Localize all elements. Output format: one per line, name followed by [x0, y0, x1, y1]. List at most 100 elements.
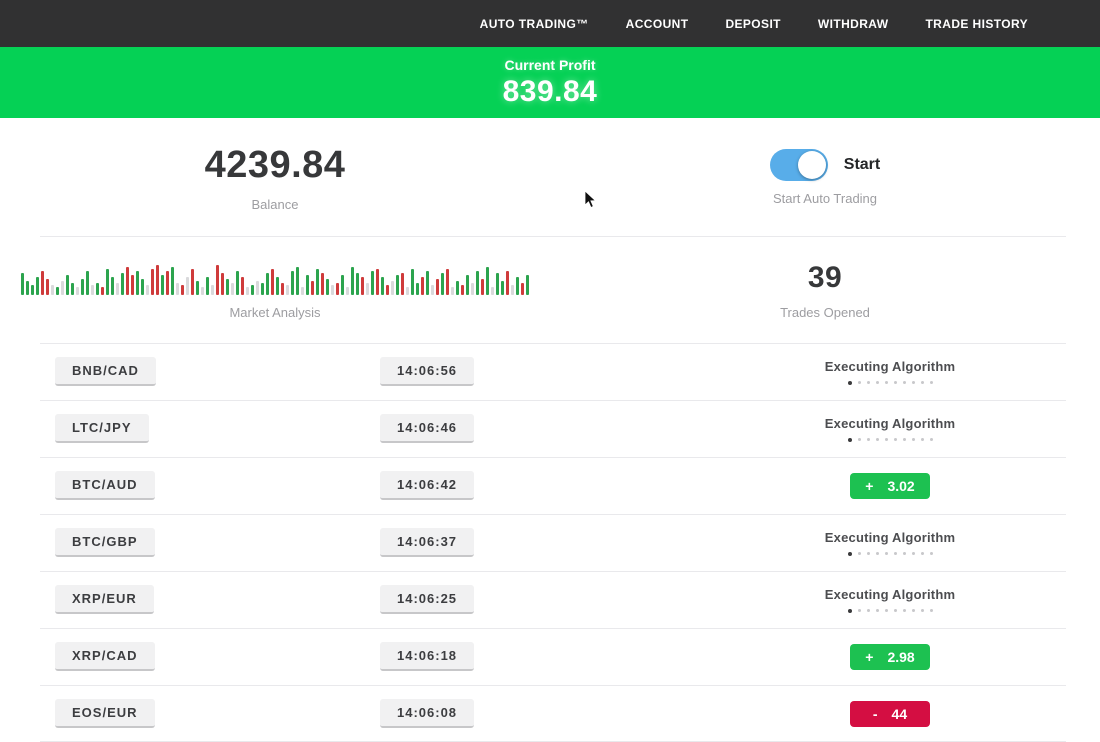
result-value: 2.98	[887, 648, 915, 665]
market-bar	[286, 284, 289, 295]
result-value: 3.02	[887, 477, 915, 494]
market-bar	[236, 270, 239, 295]
market-bar	[336, 282, 339, 295]
result-sign: -	[872, 705, 878, 722]
time-chip[interactable]: 14:06:08	[380, 699, 475, 728]
nav-item-deposit[interactable]: DEPOSIT	[725, 16, 781, 31]
time-chip[interactable]: 14:06:18	[380, 642, 475, 671]
progress-dot-icon	[911, 552, 915, 555]
market-bar	[346, 286, 349, 295]
pair-chip[interactable]: EOS/EUR	[55, 699, 155, 728]
progress-dot-icon	[884, 438, 888, 441]
market-bar	[141, 278, 144, 295]
market-bar	[211, 284, 214, 295]
market-bar	[106, 268, 109, 295]
pair-chip[interactable]: BNB/CAD	[55, 357, 156, 386]
market-bar	[391, 280, 394, 295]
progress-dot-icon	[929, 609, 933, 612]
pair-chip[interactable]: XRP/CAD	[55, 642, 155, 671]
market-bar	[71, 282, 74, 295]
trades-opened-stat: 39 Trades Opened	[550, 237, 1100, 343]
table-row: BTC/AUD 14:06:42 +3.02	[0, 457, 1100, 514]
market-bar	[246, 286, 249, 295]
pair-chip[interactable]: BTC/GBP	[55, 528, 155, 557]
market-bar	[486, 266, 489, 295]
trades-table: BNB/CAD 14:06:56 Executing Algorithm LTC…	[0, 343, 1100, 742]
progress-dot-icon	[884, 381, 888, 384]
nav-item-withdraw[interactable]: WITHDRAW	[817, 16, 889, 31]
balance-label: Balance	[251, 196, 299, 212]
market-bar	[351, 266, 354, 295]
market-bar	[261, 282, 264, 295]
current-profit-label: Current Profit	[504, 56, 596, 73]
market-analysis-label: Market Analysis	[229, 304, 321, 320]
time-chip[interactable]: 14:06:25	[380, 585, 475, 614]
market-bar	[116, 282, 119, 295]
market-analysis-stat: Market Analysis	[0, 237, 550, 343]
auto-trading-toggle[interactable]	[769, 149, 828, 181]
result-sign: +	[865, 648, 874, 665]
progress-dot-icon	[866, 552, 870, 555]
progress-dot-icon	[857, 609, 861, 612]
progress-dot-icon	[847, 608, 852, 613]
auto-trading-stat: Start Start Auto Trading	[550, 118, 1100, 237]
market-bar	[301, 286, 304, 295]
market-bar	[341, 274, 344, 295]
market-bar	[291, 270, 294, 295]
market-bar	[51, 284, 54, 295]
market-bar	[231, 282, 234, 295]
market-bar	[361, 276, 364, 295]
table-row: LTC/JPY 14:06:46 Executing Algorithm	[0, 400, 1100, 457]
progress-dot-icon	[902, 552, 906, 555]
progress-dot-icon	[884, 609, 888, 612]
time-chip[interactable]: 14:06:46	[380, 414, 475, 443]
progress-dot-icon	[920, 609, 924, 612]
market-bar	[456, 280, 459, 295]
table-row: BNB/CAD 14:06:56 Executing Algorithm	[0, 343, 1100, 400]
market-bar	[181, 284, 184, 295]
market-bar	[306, 274, 309, 295]
market-bar	[416, 282, 419, 295]
time-chip[interactable]: 14:06:42	[380, 471, 475, 500]
time-chip[interactable]: 14:06:56	[380, 357, 475, 386]
pair-chip[interactable]: XRP/EUR	[55, 585, 154, 614]
status-cell: Executing Algorithm	[720, 416, 1060, 442]
progress-dot-icon	[866, 381, 870, 384]
toggle-knob-icon	[797, 151, 826, 179]
market-bar	[321, 272, 324, 295]
result-sign: +	[865, 477, 874, 494]
market-bar	[216, 264, 219, 295]
market-bar	[196, 280, 199, 295]
time-chip[interactable]: 14:06:37	[380, 528, 475, 557]
trade-result-badge: +3.02	[850, 472, 930, 499]
market-bar	[496, 272, 499, 295]
market-bar	[241, 276, 244, 295]
trade-result-badge: -44	[850, 700, 930, 727]
auto-trading-sublabel: Start Auto Trading	[772, 191, 878, 206]
pair-chip[interactable]: BTC/AUD	[55, 471, 155, 500]
progress-dots	[847, 380, 933, 385]
progress-dot-icon	[929, 438, 933, 441]
trades-opened-value: 39	[807, 260, 843, 294]
progress-dot-icon	[857, 438, 861, 441]
nav-item-auto-trading[interactable]: AUTO TRADING™	[479, 16, 589, 31]
market-bar	[411, 268, 414, 295]
table-row: BTC/GBP 14:06:37 Executing Algorithm	[0, 514, 1100, 571]
progress-dot-icon	[911, 381, 915, 384]
pair-chip[interactable]: LTC/JPY	[55, 414, 149, 443]
market-bar	[356, 272, 359, 295]
auto-trading-toggle-row: Start	[769, 149, 880, 181]
nav-item-account[interactable]: ACCOUNT	[625, 16, 689, 31]
market-bar	[386, 284, 389, 295]
status-cell: Executing Algorithm	[720, 530, 1060, 556]
market-analysis-section: Market Analysis 39 Trades Opened	[0, 237, 1100, 343]
market-bar	[296, 266, 299, 295]
status-cell: Executing Algorithm	[720, 359, 1060, 385]
nav-item-trade-history[interactable]: TRADE HISTORY	[925, 16, 1028, 31]
market-bar	[451, 286, 454, 295]
market-bar	[426, 270, 429, 295]
market-bar	[166, 270, 169, 295]
progress-dot-icon	[875, 438, 879, 441]
market-bar	[476, 270, 479, 295]
market-bar	[481, 278, 484, 295]
